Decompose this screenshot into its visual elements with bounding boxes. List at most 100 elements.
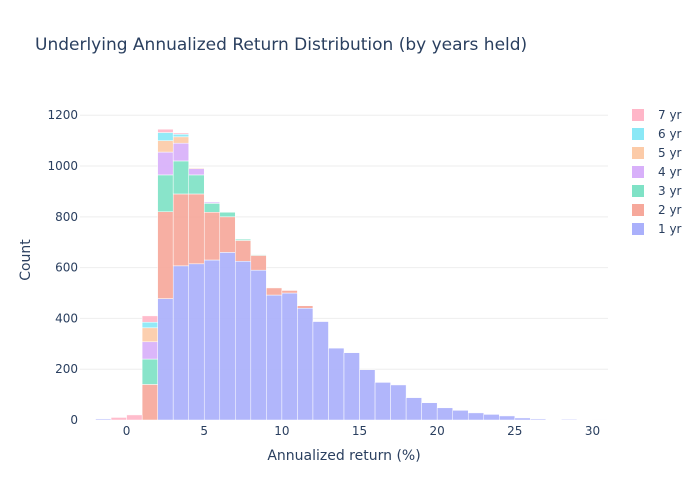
bar-3-yr[interactable]	[203, 203, 221, 213]
y-tick-label: 200	[55, 362, 78, 376]
bar-7-yr[interactable]	[110, 417, 127, 421]
bar-7-yr[interactable]	[141, 315, 158, 323]
bar-1-yr[interactable]	[405, 397, 422, 421]
bar-4-yr[interactable]	[141, 341, 158, 360]
bar-4-yr[interactable]	[203, 201, 221, 204]
legend-item[interactable]: 4 yr	[632, 165, 682, 179]
bar-1-yr[interactable]	[328, 347, 345, 421]
bar-2-yr[interactable]	[172, 193, 189, 267]
bar-1-yr[interactable]	[467, 412, 485, 421]
legend-item[interactable]: 7 yr	[632, 108, 682, 122]
legend-swatch	[632, 166, 644, 178]
legend-swatch	[632, 185, 644, 197]
bar-1-yr[interactable]	[172, 265, 189, 421]
bar-3-yr[interactable]	[235, 238, 252, 241]
bars	[95, 128, 609, 421]
bar-1-yr[interactable]	[312, 321, 329, 421]
x-tick-label: 20	[430, 424, 445, 438]
legend-swatch	[632, 128, 644, 140]
bar-4-yr[interactable]	[157, 151, 174, 176]
bar-1-yr[interactable]	[359, 369, 376, 421]
bar-2-yr[interactable]	[188, 193, 205, 265]
chart-title: Underlying Annualized Return Distributio…	[35, 35, 527, 55]
bar-5-yr[interactable]	[157, 140, 174, 153]
legend-label: 7 yr	[658, 108, 682, 122]
x-tick-label: 15	[352, 424, 367, 438]
legend-swatch	[632, 223, 644, 235]
bar-6-yr[interactable]	[157, 132, 174, 141]
bar-2-yr[interactable]	[297, 305, 314, 309]
bar-1-yr[interactable]	[188, 263, 205, 421]
legend-item[interactable]: 1 yr	[632, 222, 682, 236]
bar-5-yr[interactable]	[188, 167, 205, 169]
bar-1-yr[interactable]	[530, 418, 547, 421]
bar-2-yr[interactable]	[266, 287, 283, 296]
legend-label: 3 yr	[658, 184, 682, 198]
legend-swatch	[632, 204, 644, 216]
x-tick-label: 10	[274, 424, 289, 438]
bar-1-yr[interactable]	[343, 352, 360, 421]
bar-3-yr[interactable]	[141, 358, 158, 385]
bar-4-yr[interactable]	[188, 168, 205, 176]
legend-swatch	[632, 147, 644, 159]
bar-2-yr[interactable]	[281, 290, 298, 294]
bar-1-yr[interactable]	[452, 410, 469, 421]
legend-label: 1 yr	[658, 222, 682, 236]
y-tick-label: 800	[55, 210, 78, 224]
legend-label: 6 yr	[658, 127, 682, 141]
bar-1-yr[interactable]	[250, 269, 267, 421]
x-axis-ticks: 0 5 10 15 20 25 30	[123, 424, 600, 438]
bar-1-yr[interactable]	[436, 407, 453, 421]
bar-7-yr[interactable]	[157, 128, 174, 133]
legend-swatch	[632, 109, 644, 121]
bar-1-yr[interactable]	[561, 418, 578, 421]
bar-2-yr[interactable]	[141, 384, 158, 421]
bar-1-yr[interactable]	[297, 308, 314, 421]
bar-1-yr[interactable]	[203, 259, 221, 421]
bar-1-yr[interactable]	[95, 418, 112, 421]
legend-item[interactable]: 3 yr	[632, 184, 682, 198]
bar-1-yr[interactable]	[235, 261, 252, 421]
bar-7-yr[interactable]	[126, 414, 143, 421]
bar-2-yr[interactable]	[219, 216, 236, 253]
bar-1-yr[interactable]	[374, 382, 391, 421]
bar-1-yr[interactable]	[514, 417, 531, 421]
bar-5-yr[interactable]	[141, 327, 158, 343]
bar-1-yr[interactable]	[266, 294, 283, 421]
y-tick-label: 600	[55, 261, 78, 275]
bar-1-yr[interactable]	[483, 414, 500, 421]
bar-1-yr[interactable]	[157, 298, 174, 421]
bar-2-yr[interactable]	[157, 211, 174, 299]
bar-2-yr[interactable]	[203, 212, 221, 261]
x-tick-label: 5	[200, 424, 208, 438]
legend-item[interactable]: 5 yr	[632, 146, 682, 160]
y-axis-ticks: 0 200 400 600 800 1000 1200	[47, 108, 78, 427]
bar-2-yr[interactable]	[312, 320, 329, 322]
bar-1-yr[interactable]	[219, 252, 236, 421]
bar-3-yr[interactable]	[219, 212, 236, 218]
bar-4-yr[interactable]	[219, 211, 236, 213]
bar-3-yr[interactable]	[188, 174, 205, 195]
bar-6-yr[interactable]	[141, 321, 158, 329]
bar-2-yr[interactable]	[250, 255, 267, 271]
bar-3-yr[interactable]	[250, 254, 267, 256]
bar-7-yr[interactable]	[172, 132, 189, 135]
y-tick-label: 1200	[47, 108, 78, 122]
bar-5-yr[interactable]	[172, 136, 189, 144]
bar-3-yr[interactable]	[172, 160, 189, 195]
bar-6-yr[interactable]	[172, 134, 189, 138]
legend-item[interactable]: 2 yr	[632, 203, 682, 217]
bar-1-yr[interactable]	[390, 384, 407, 421]
bar-1-yr[interactable]	[592, 419, 609, 421]
bar-1-yr[interactable]	[281, 292, 298, 421]
bar-3-yr[interactable]	[157, 174, 174, 212]
legend[interactable]: 7 yr 6 yr 5 yr 4 yr 3 yr 2 yr 1 yr	[632, 108, 682, 236]
x-axis-title: Annualized return (%)	[267, 448, 420, 464]
bar-1-yr[interactable]	[499, 415, 516, 421]
legend-item[interactable]: 6 yr	[632, 127, 682, 141]
bar-2-yr[interactable]	[235, 240, 252, 262]
y-tick-label: 400	[55, 311, 78, 325]
bar-1-yr[interactable]	[421, 402, 438, 421]
y-tick-label: 1000	[47, 159, 78, 173]
bar-4-yr[interactable]	[172, 142, 189, 162]
